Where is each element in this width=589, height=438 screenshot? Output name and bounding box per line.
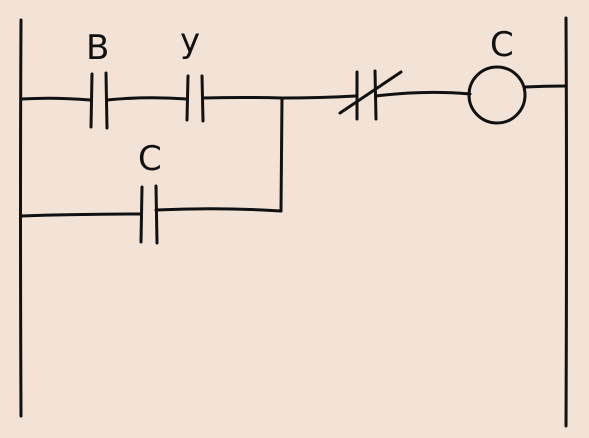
label-y: y (180, 21, 200, 61)
contact-b-right-plate (104, 71, 109, 130)
rung-1-wire-left (19, 96, 92, 102)
contact-b-left-plate (89, 72, 94, 129)
branch-wire-junction-to-contact (154, 207, 283, 213)
rung-1-wire-y-to-junction (201, 96, 284, 100)
rung-1-wire-nc-to-coil (374, 90, 472, 98)
contact-y-left-plate (185, 74, 190, 122)
coil-c (467, 65, 527, 125)
contact-c-left-plate (139, 185, 144, 244)
branch-wire-contact-to-rail (19, 212, 143, 218)
rung-1-wire-coil-to-rail (523, 84, 568, 89)
branch-vertical-wire (279, 96, 284, 213)
rung-1-wire-junction-to-nc (280, 94, 358, 100)
contact-y (185, 74, 205, 123)
contact-y-right-plate (200, 74, 205, 123)
label-c-seal: C (138, 139, 162, 179)
label-b: B (86, 28, 109, 68)
contact-b (89, 71, 109, 130)
contact-nc (338, 69, 403, 121)
contact-nc-right-plate (373, 69, 378, 121)
rung-1-wire-b-to-y (105, 96, 189, 102)
left-power-rail (19, 18, 23, 418)
contact-nc-slash (338, 70, 403, 115)
contact-c-right-plate (154, 184, 159, 245)
right-power-rail (564, 16, 568, 428)
contact-c-seal (139, 184, 159, 245)
label-coil-c: C (490, 25, 514, 65)
